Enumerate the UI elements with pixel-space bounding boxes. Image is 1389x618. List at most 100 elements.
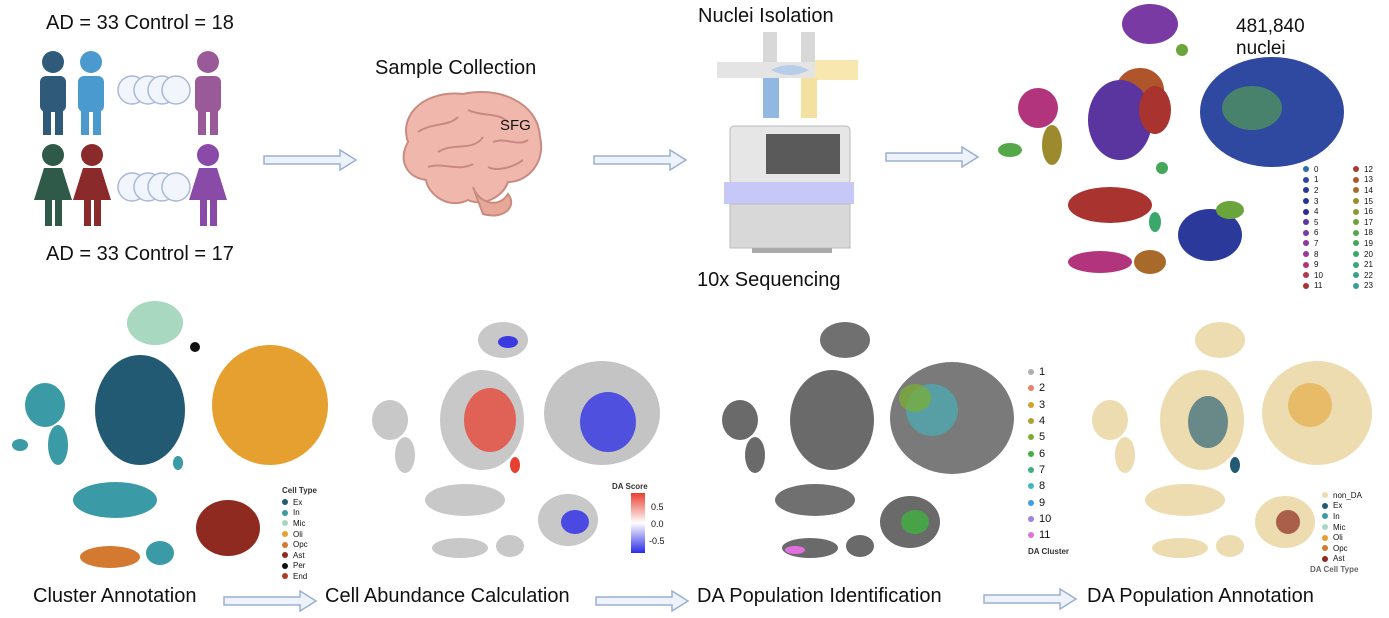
cluster-legend-item: 8 xyxy=(1303,249,1353,260)
da-cluster-umap xyxy=(722,322,1014,558)
cluster-legend-item: 4 xyxy=(1303,206,1353,217)
legend-dot xyxy=(1028,515,1034,522)
cluster-legend-item: 11 xyxy=(1303,281,1353,292)
brain-icon xyxy=(402,90,543,217)
legend-dot xyxy=(1353,166,1359,173)
legend-dot xyxy=(1322,513,1328,520)
legend-dot xyxy=(282,573,288,580)
legend-item: In xyxy=(1322,511,1362,522)
legend-item: Mic xyxy=(1322,522,1362,533)
legend-dot xyxy=(1322,492,1328,499)
legend-item: 2 xyxy=(1028,380,1069,396)
cluster-legend-item: 23 xyxy=(1353,281,1389,292)
cluster-legend-item: 17 xyxy=(1353,217,1389,228)
legend-item: 5 xyxy=(1028,429,1069,445)
cluster-legend: 0 12 1 13 2 14 3 15 4 16 5 17 6 18 7 19 … xyxy=(1303,164,1389,291)
legend-dot xyxy=(282,552,288,559)
da-score-colorbar xyxy=(631,493,645,553)
cluster-legend-item: 20 xyxy=(1353,249,1389,260)
legend-dot xyxy=(1353,198,1359,205)
legend-dot xyxy=(282,562,288,569)
legend-title: DA Cluster xyxy=(1028,547,1070,557)
legend-dot xyxy=(1303,240,1309,247)
legend-dot xyxy=(1028,532,1034,539)
legend-dot xyxy=(1353,219,1359,226)
legend-dot xyxy=(1028,483,1034,490)
arrow-icon xyxy=(885,145,980,169)
legend-dot xyxy=(1353,176,1359,183)
legend-item: 9 xyxy=(1028,494,1069,510)
cluster-legend-item: 5 xyxy=(1303,217,1353,228)
legend-dot xyxy=(1303,176,1309,183)
legend-dot xyxy=(1322,524,1328,531)
legend-dot xyxy=(1353,282,1359,289)
legend-dot xyxy=(1303,208,1309,215)
legend-dot xyxy=(1353,187,1359,194)
da-score-legend-title: DA Score xyxy=(612,482,648,491)
sequencer-icon xyxy=(724,125,854,253)
people-icon xyxy=(34,51,227,226)
nuclei-count: 481,840 xyxy=(1236,16,1305,37)
legend-item: Ast xyxy=(282,550,317,561)
legend-dot xyxy=(1028,434,1034,441)
legend-dot xyxy=(1353,261,1359,268)
legend-item: Oli xyxy=(282,529,317,540)
cluster-annotation-umap xyxy=(12,301,328,568)
cluster-legend-item: 0 xyxy=(1303,164,1353,175)
da-annotation-title: DA Population Annotation xyxy=(1087,585,1314,607)
legend-dot xyxy=(1322,555,1328,562)
legend-dot xyxy=(1028,466,1034,473)
legend-dot xyxy=(1303,198,1309,205)
legend-dot xyxy=(1303,219,1309,226)
sequencing-label: 10x Sequencing xyxy=(697,269,841,291)
legend-dot xyxy=(1322,545,1328,552)
legend-dot xyxy=(1303,166,1309,173)
cohort-top-label: AD = 33 Control = 18 xyxy=(46,12,234,34)
da-cell-type-legend: non_DA Ex In Mic Oli Opc Ast xyxy=(1322,490,1362,564)
legend-dot xyxy=(1303,229,1309,236)
legend-item: Ex xyxy=(1322,501,1362,512)
legend-item: 8 xyxy=(1028,478,1069,494)
cluster-legend-item: 21 xyxy=(1353,259,1389,270)
brain-region-label: SFG xyxy=(500,117,531,134)
da-population-title: DA Population Identification xyxy=(697,585,942,607)
cluster-legend-item: 3 xyxy=(1303,196,1353,207)
legend-item: 10 xyxy=(1028,511,1069,527)
legend-dot xyxy=(1353,251,1359,258)
legend-dot xyxy=(1303,282,1309,289)
arrow-icon xyxy=(593,148,688,172)
legend-item: Ex xyxy=(282,497,317,508)
legend-dot xyxy=(1028,401,1034,408)
legend-item: Mic xyxy=(282,518,317,529)
legend-dot xyxy=(1353,229,1359,236)
legend-dot xyxy=(1028,418,1034,425)
cohort-bottom-label: AD = 33 Control = 17 xyxy=(46,243,234,265)
legend-dot xyxy=(1303,261,1309,268)
legend-item: Opc xyxy=(1322,543,1362,554)
arrow-icon xyxy=(595,589,690,613)
sample-collection-label: Sample Collection xyxy=(375,57,537,79)
da-cell-type-umap xyxy=(1092,322,1372,558)
legend-dot xyxy=(282,531,288,538)
cell-type-legend: Cell Type Ex In Mic Oli Opc Ast Per End xyxy=(282,486,317,582)
cluster-annotation-title: Cluster Annotation xyxy=(33,585,197,607)
legend-dot xyxy=(282,509,288,516)
legend-item: Per xyxy=(282,561,317,572)
da-cluster-legend: 1 2 3 4 5 6 7 8 9 10 11 DA Cluster xyxy=(1028,364,1069,556)
legend-item: In xyxy=(282,508,317,519)
cluster-legend-item: 2 xyxy=(1303,185,1353,196)
legend-dot xyxy=(282,499,288,506)
cluster-legend-item: 18 xyxy=(1353,228,1389,239)
legend-dot xyxy=(1028,369,1034,376)
legend-dot xyxy=(282,520,288,527)
legend-item: 11 xyxy=(1028,527,1069,543)
umap-clusters-plot xyxy=(998,4,1344,274)
legend-item: 4 xyxy=(1028,413,1069,429)
da-score-umap xyxy=(372,322,660,558)
legend-dot xyxy=(1303,272,1309,279)
da-score-tick-high: 0.5 xyxy=(651,502,664,512)
cluster-legend-item: 13 xyxy=(1353,175,1389,186)
cluster-legend-item: 6 xyxy=(1303,228,1353,239)
microfluidic-chip-icon xyxy=(717,32,858,118)
cluster-legend-item: 12 xyxy=(1353,164,1389,175)
